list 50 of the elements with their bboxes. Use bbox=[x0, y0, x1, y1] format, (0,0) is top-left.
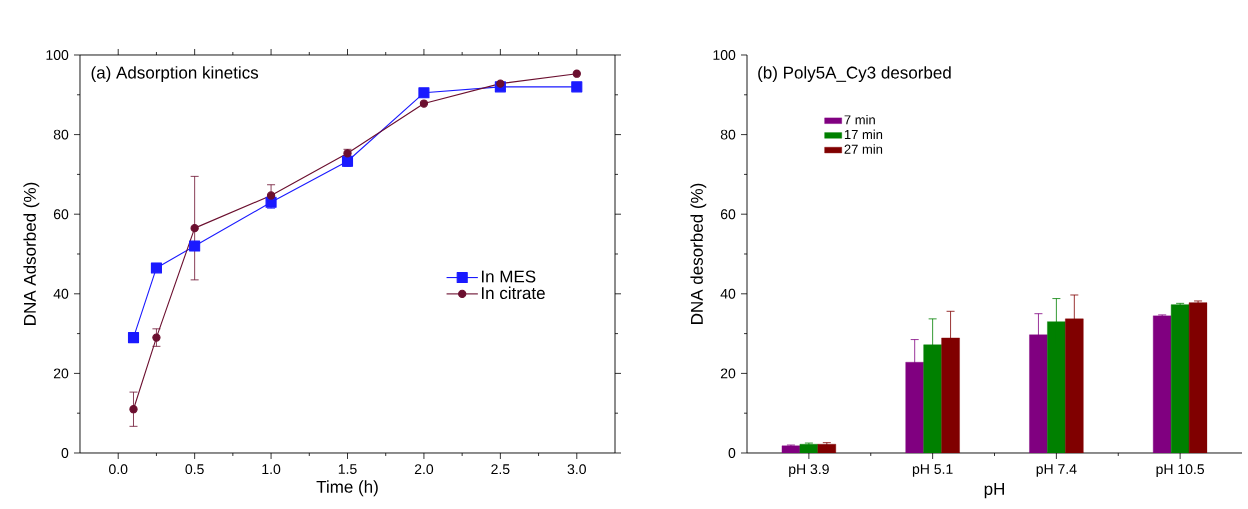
y-tick-label: 80 bbox=[720, 129, 736, 140]
text: (a) Adsorption kinetics bbox=[91, 66, 259, 83]
y-tick-label: 20 bbox=[720, 368, 736, 379]
point bbox=[496, 79, 505, 88]
y-tick-label: 80 bbox=[53, 129, 69, 140]
x-tick-label: 1.5 bbox=[338, 464, 357, 474]
point bbox=[266, 191, 276, 200]
x-tick-label: 0.5 bbox=[185, 464, 204, 475]
x-tick-label: 1.0 bbox=[262, 464, 281, 475]
text: (b) Poly5A_Cy3 desorbed bbox=[758, 66, 951, 83]
bar bbox=[1170, 304, 1190, 453]
legend-label: 27 min bbox=[844, 144, 883, 154]
y-tick-label: 60 bbox=[720, 209, 736, 220]
y-axis-title: DNA Adsorbed (%) bbox=[23, 182, 40, 325]
point bbox=[419, 99, 429, 108]
point bbox=[190, 223, 199, 233]
y-tick-label: 40 bbox=[720, 288, 736, 299]
y-tick-label: 40 bbox=[53, 288, 69, 299]
x-axis-title: Time (h) bbox=[316, 480, 378, 497]
point bbox=[572, 69, 581, 78]
y-tick-label: 0 bbox=[61, 448, 69, 458]
legend-label: In MES bbox=[481, 270, 536, 283]
y-tick-label: 100 bbox=[46, 50, 69, 60]
point bbox=[129, 405, 138, 414]
bar bbox=[1188, 302, 1208, 453]
point bbox=[189, 240, 201, 252]
x-tick-label: 3.0 bbox=[567, 464, 586, 475]
x-tick-label: pH 3.9 bbox=[789, 464, 829, 477]
legend-label: In citrate bbox=[481, 286, 545, 300]
x-tick-label: pH 10.5 bbox=[1156, 464, 1205, 477]
x-tick-label: 2.0 bbox=[414, 464, 434, 475]
legend-label: 7 min bbox=[844, 114, 875, 125]
y-tick-label: 20 bbox=[53, 368, 69, 379]
point bbox=[418, 87, 430, 99]
point bbox=[152, 333, 161, 342]
x-tick-label: 2.5 bbox=[491, 464, 510, 475]
point bbox=[150, 262, 162, 274]
y-tick-label: 0 bbox=[728, 448, 736, 458]
y-tick-label: 60 bbox=[53, 209, 69, 220]
bar bbox=[817, 444, 836, 453]
point bbox=[127, 332, 140, 344]
y-axis-title: DNA desorbed (%) bbox=[690, 183, 707, 324]
point bbox=[571, 81, 583, 93]
x-tick-label: pH 7.4 bbox=[1036, 464, 1077, 477]
x-tick-label: 0.0 bbox=[109, 464, 128, 475]
x-tick-label: pH 5.1 bbox=[912, 464, 953, 477]
x-axis-title: pH bbox=[984, 483, 1004, 499]
y-tick-label: 100 bbox=[713, 50, 736, 60]
legend-label: 17 min bbox=[844, 129, 883, 140]
bar bbox=[799, 444, 819, 453]
